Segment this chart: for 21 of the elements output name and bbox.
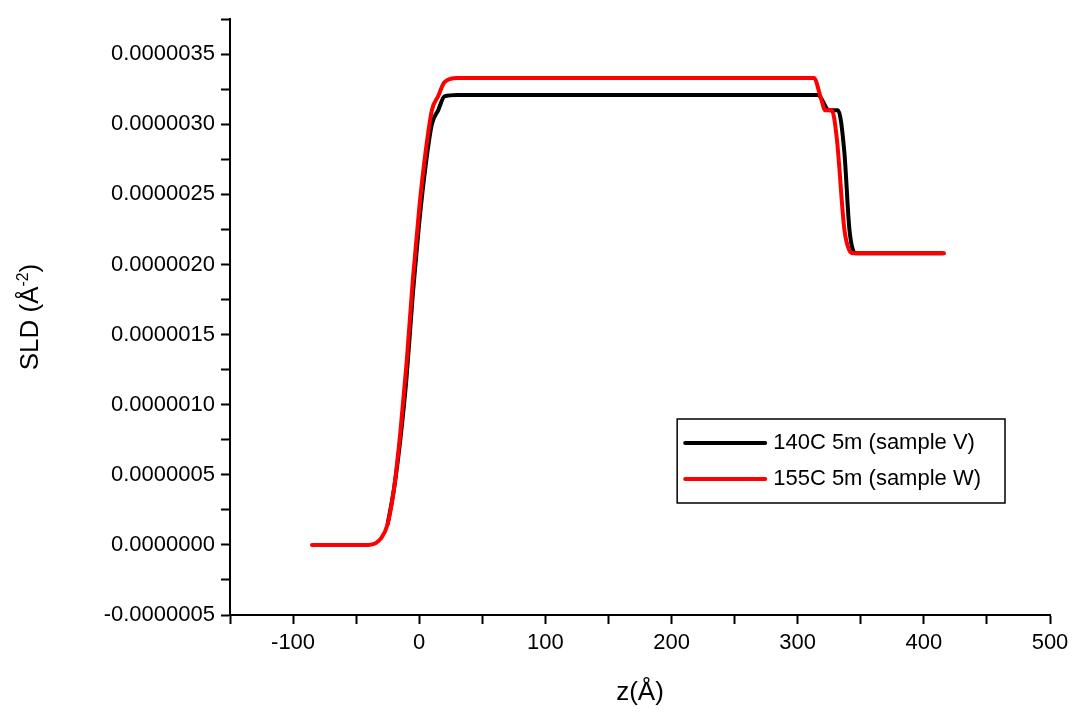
y-tick-label: 0.0000015 xyxy=(111,320,215,346)
x-axis-title: z(Å) xyxy=(616,676,664,706)
legend-label: 155C 5m (sample W) xyxy=(773,465,982,491)
line-series xyxy=(310,76,947,547)
x-tick-label: 100 xyxy=(527,629,564,655)
x-tick-label: 0 xyxy=(413,629,426,655)
y-tick-label: -0.0000005 xyxy=(103,601,215,627)
y-tick-label: 0.0000020 xyxy=(111,250,215,276)
y-tick-label: 0.0000010 xyxy=(111,390,215,416)
y-tick-label: 0.0000030 xyxy=(111,110,215,136)
legend-label: 140C 5m (sample V) xyxy=(773,429,975,455)
y-tick-label: 0.0000000 xyxy=(111,530,215,556)
y-axis-title: SLD (Å-2) xyxy=(13,263,44,371)
x-tick-label: 200 xyxy=(653,629,690,655)
x-tick-label: -100 xyxy=(271,629,316,655)
y-tick-label: 0.0000005 xyxy=(111,460,215,486)
y-tick-label: 0.0000035 xyxy=(111,40,215,66)
x-tick-label: 400 xyxy=(905,629,943,655)
y-tick-label: 0.0000025 xyxy=(111,180,215,206)
x-tick-label: 300 xyxy=(779,629,817,655)
x-tick-label: 500 xyxy=(1031,629,1069,655)
